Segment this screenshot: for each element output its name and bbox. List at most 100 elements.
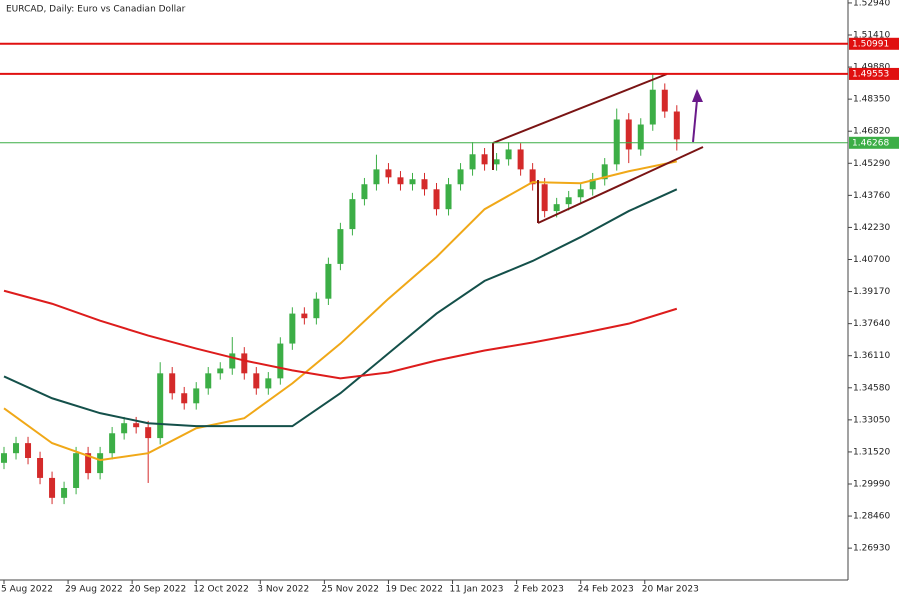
candle-body — [481, 154, 488, 165]
candle-body — [205, 373, 212, 389]
moving-average — [3, 188, 678, 428]
candle-body — [85, 453, 92, 474]
candle-body — [385, 169, 392, 178]
candle-body — [193, 388, 200, 404]
candle-body — [613, 119, 620, 165]
candle-body — [325, 263, 332, 299]
candle-body — [517, 149, 524, 170]
drawings — [492, 73, 704, 224]
candle-body — [397, 177, 404, 185]
candle-body — [421, 179, 428, 190]
candle-body — [373, 169, 380, 185]
candle-body — [61, 487, 68, 498]
chart-title: EURCAD, Daily: Euro vs Canadian Dollar — [6, 5, 186, 15]
y-tick-label: 1.46820 — [853, 127, 890, 137]
candle-body — [493, 159, 500, 165]
x-tick-label: 20 Sep 2022 — [129, 585, 186, 595]
candle-body — [133, 423, 140, 428]
candle-body — [601, 164, 608, 180]
candle-body — [97, 453, 104, 474]
price-level-label: 1.50991 — [852, 39, 889, 49]
candle-body — [157, 373, 164, 439]
candle-body — [265, 378, 272, 389]
y-tick-label: 1.37640 — [853, 319, 890, 329]
candle-body — [121, 423, 128, 434]
y-tick-label: 1.48350 — [853, 95, 890, 105]
y-tick-label: 1.40700 — [853, 255, 890, 265]
y-tick-label: 1.49880 — [853, 63, 890, 73]
candle-body — [337, 229, 344, 264]
x-tick-label: 12 Oct 2022 — [193, 585, 249, 595]
candle-body — [109, 433, 116, 454]
y-tick-label: 1.34580 — [853, 383, 890, 393]
x-tick-label: 3 Nov 2022 — [257, 585, 309, 595]
candle-body — [433, 189, 440, 210]
candle-body — [553, 204, 560, 212]
candle-body — [565, 197, 572, 205]
y-tick-label: 1.33050 — [853, 415, 890, 425]
candle-body — [49, 477, 56, 498]
candle-body — [529, 169, 536, 185]
y-tick-label: 1.43760 — [853, 191, 890, 201]
x-tick-label: 25 Nov 2022 — [321, 585, 379, 595]
candle-body — [349, 199, 356, 230]
candle-body — [625, 119, 632, 150]
candle-body — [1, 453, 8, 463]
x-tick-label: 29 Aug 2022 — [65, 585, 123, 595]
candle-body — [241, 353, 248, 374]
candle-body — [301, 313, 308, 319]
y-tick-label: 1.51410 — [853, 31, 890, 41]
candle-body — [457, 169, 464, 185]
candle-body — [229, 353, 236, 369]
x-tick-label: 19 Dec 2022 — [385, 585, 443, 595]
moving-average — [3, 160, 677, 462]
y-tick-label: 1.52940 — [853, 0, 890, 8]
price-level-tag — [849, 37, 899, 50]
moving-average — [3, 289, 678, 380]
x-tick-label: 20 Mar 2023 — [642, 585, 699, 595]
candle-body — [73, 453, 80, 488]
arrow-shaft — [692, 99, 698, 143]
channel-lower — [537, 146, 704, 224]
y-tick-label: 1.45290 — [853, 159, 890, 169]
candle-body — [13, 443, 20, 454]
candle-body — [505, 149, 512, 160]
candle-body — [313, 298, 320, 319]
candle-body — [661, 89, 668, 112]
x-tick-label: 24 Feb 2023 — [578, 585, 634, 595]
price-level-tag — [849, 67, 899, 80]
y-tick-label: 1.39170 — [853, 287, 890, 297]
price-level-tag — [849, 136, 899, 149]
candle-body — [541, 184, 548, 212]
candle-body — [445, 184, 452, 210]
candle-body — [277, 343, 284, 379]
x-tick-label: 2 Feb 2023 — [514, 585, 564, 595]
y-tick-label: 1.29990 — [853, 479, 890, 489]
price-level-label: 1.49553 — [852, 69, 889, 79]
candle-body — [253, 373, 260, 389]
candle-body — [37, 458, 44, 478]
channel-upper — [492, 73, 668, 144]
y-tick-label: 1.42230 — [853, 223, 890, 233]
candle-body — [289, 313, 296, 344]
y-tick-label: 1.26930 — [853, 544, 890, 554]
y-tick-label: 1.28460 — [853, 512, 890, 522]
candle-body — [469, 154, 476, 170]
candle-body — [673, 111, 680, 140]
x-tick-label: 5 Aug 2022 — [1, 585, 53, 595]
candle-body — [649, 89, 656, 125]
candle-body — [145, 427, 152, 439]
candle-body — [361, 184, 368, 200]
candle-body — [637, 124, 644, 150]
y-tick-label: 1.31520 — [853, 447, 890, 457]
plot — [1, 73, 680, 505]
arrow-head — [692, 89, 703, 102]
candle-body — [409, 179, 416, 185]
x-tick-label: 11 Jan 2023 — [450, 585, 504, 595]
candle-body — [589, 179, 596, 190]
candle-body — [169, 373, 176, 394]
price-level-label: 1.46268 — [852, 138, 889, 148]
candle-body — [217, 368, 224, 374]
